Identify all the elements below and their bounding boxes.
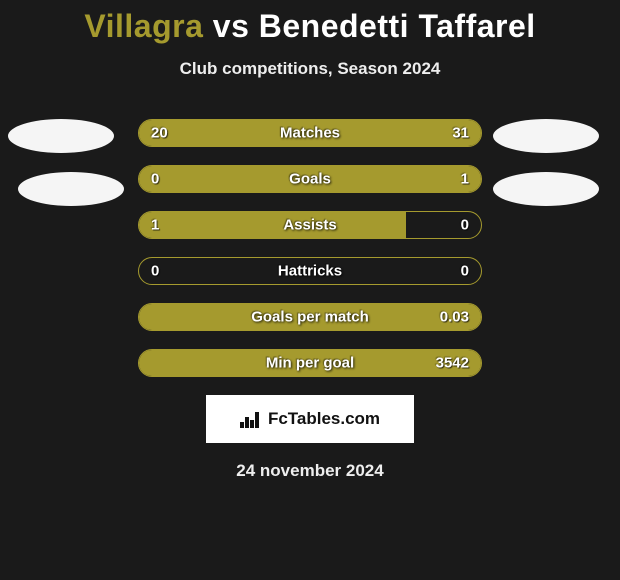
main-container: Villagra vs Benedetti Taffarel Club comp… bbox=[0, 0, 620, 481]
stat-row: 20 31 Matches bbox=[138, 119, 482, 147]
stat-row: 3542 Min per goal bbox=[138, 349, 482, 377]
stat-label: Min per goal bbox=[266, 355, 354, 372]
fill-left bbox=[139, 212, 406, 238]
stat-row: 0.03 Goals per match bbox=[138, 303, 482, 331]
stat-value-right: 0 bbox=[461, 263, 469, 280]
stat-label: Goals per match bbox=[251, 309, 369, 326]
date-label: 24 november 2024 bbox=[0, 461, 620, 481]
stat-value-right: 0 bbox=[461, 217, 469, 234]
stat-value-right: 1 bbox=[461, 171, 469, 188]
player2-avatar bbox=[493, 119, 599, 153]
stat-value-right: 31 bbox=[452, 125, 469, 142]
stat-value-right: 3542 bbox=[436, 355, 469, 372]
page-title: Villagra vs Benedetti Taffarel bbox=[0, 8, 620, 45]
stats-rows: 20 31 Matches 0 1 Goals 1 0 Assists 0 0 Hattricks 0.… bbox=[138, 119, 482, 377]
stat-label: Assists bbox=[283, 217, 336, 234]
vs-text: vs bbox=[213, 8, 250, 44]
logo-box: FcTables.com bbox=[206, 395, 414, 443]
stat-row: 0 1 Goals bbox=[138, 165, 482, 193]
stat-label: Matches bbox=[280, 125, 340, 142]
subtitle: Club competitions, Season 2024 bbox=[0, 59, 620, 79]
player2-name: Benedetti Taffarel bbox=[259, 8, 536, 44]
stat-value-left: 0 bbox=[151, 263, 159, 280]
player1-avatar-shadow bbox=[18, 172, 124, 206]
stat-value-left: 20 bbox=[151, 125, 168, 142]
player1-name: Villagra bbox=[84, 8, 203, 44]
player2-avatar-shadow bbox=[493, 172, 599, 206]
stat-value-left: 1 bbox=[151, 217, 159, 234]
logo-text: FcTables.com bbox=[268, 409, 380, 429]
stat-value-left: 0 bbox=[151, 171, 159, 188]
barchart-icon bbox=[240, 410, 262, 428]
stat-value-right: 0.03 bbox=[440, 309, 469, 326]
player1-avatar bbox=[8, 119, 114, 153]
stat-row: 1 0 Assists bbox=[138, 211, 482, 239]
stat-row: 0 0 Hattricks bbox=[138, 257, 482, 285]
stat-label: Hattricks bbox=[278, 263, 342, 280]
stat-label: Goals bbox=[289, 171, 331, 188]
